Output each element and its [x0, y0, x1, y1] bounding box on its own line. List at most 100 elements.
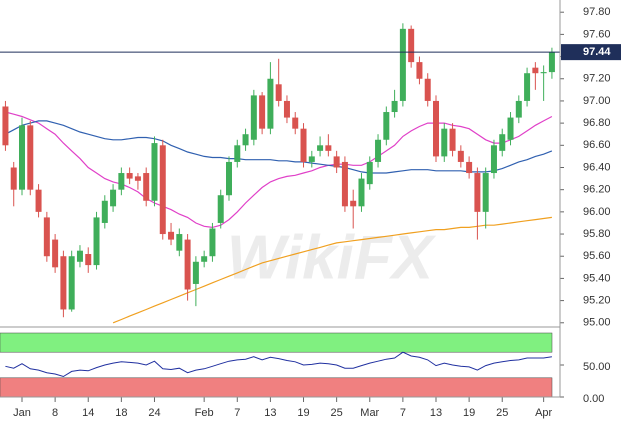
- candle-body: [126, 173, 133, 179]
- candle-body: [350, 200, 357, 207]
- x-tick-label: Mar: [360, 407, 379, 419]
- candle-body: [118, 173, 125, 190]
- candle-body: [466, 161, 473, 174]
- candle-body: [52, 239, 59, 268]
- candle-body: [358, 178, 365, 207]
- candle-body: [499, 134, 506, 151]
- candle-body: [184, 239, 191, 290]
- x-tick-label: 13: [264, 407, 276, 419]
- price-label: 97.44: [583, 46, 611, 58]
- candle-body: [325, 145, 332, 151]
- candle-body: [234, 145, 241, 162]
- y-tick-label: 95.80: [583, 228, 611, 240]
- candle-body: [333, 156, 340, 168]
- candle-body: [151, 143, 158, 201]
- candle-body: [2, 106, 9, 146]
- candle-body: [10, 167, 17, 190]
- candle-body: [532, 67, 539, 74]
- candle-body: [176, 234, 183, 251]
- x-tick-label: 24: [148, 407, 160, 419]
- candle-body: [482, 173, 489, 212]
- watermark: WikiFX: [227, 223, 437, 292]
- candle-body: [366, 161, 373, 185]
- moving-average: [5, 120, 553, 174]
- candle-body: [93, 217, 100, 266]
- candle-body: [250, 95, 257, 140]
- rsi-band: [0, 377, 553, 398]
- y-tick-label: 50.00: [583, 361, 611, 373]
- candle-body: [399, 28, 406, 101]
- x-tick-label: 13: [430, 407, 442, 419]
- rsi-band: [0, 332, 553, 353]
- candle-body: [383, 112, 390, 140]
- candle-body: [143, 173, 150, 201]
- candle-body: [209, 228, 216, 257]
- candle-body: [76, 250, 83, 262]
- y-tick-label: 96.80: [583, 117, 611, 129]
- candle-body: [507, 117, 514, 140]
- candle-body: [159, 145, 166, 235]
- y-tick-label: 97.80: [583, 6, 611, 18]
- y-tick-label: 96.40: [583, 161, 611, 173]
- candle-body: [275, 84, 282, 101]
- candle-body: [391, 100, 398, 113]
- x-tick-label: 25: [496, 407, 508, 419]
- candle-body: [341, 161, 348, 207]
- candle-body: [267, 78, 274, 129]
- candle-body: [457, 150, 464, 162]
- y-tick-label: 0.00: [583, 393, 604, 405]
- y-tick-label: 96.00: [583, 206, 611, 218]
- candle-body: [68, 256, 75, 310]
- x-tick-label: 19: [297, 407, 309, 419]
- x-tick-label: 14: [82, 407, 94, 419]
- candle-body: [441, 128, 448, 157]
- y-tick-label: 95.00: [583, 317, 611, 329]
- candle-body: [201, 256, 208, 262]
- candle-body: [283, 100, 290, 118]
- candle-body: [408, 28, 415, 63]
- x-tick-label: 18: [115, 407, 127, 419]
- price-box: [561, 44, 621, 61]
- x-tick-label: 19: [463, 407, 475, 419]
- candle-body: [60, 256, 67, 310]
- candle-body: [259, 95, 266, 129]
- y-tick-label: 95.20: [583, 295, 611, 307]
- candle-body: [317, 145, 324, 151]
- candle-body: [19, 125, 25, 190]
- x-tick-label: Apr: [535, 407, 552, 419]
- candle-body: [308, 156, 315, 162]
- candle-body: [27, 125, 34, 190]
- candle-body: [43, 217, 50, 257]
- candle-body: [424, 78, 431, 101]
- y-tick-label: 95.40: [583, 272, 611, 284]
- candle-body: [226, 161, 232, 196]
- candle-body: [35, 189, 42, 212]
- candle-body: [375, 139, 382, 162]
- candle-body: [292, 117, 299, 129]
- moving-average: [112, 216, 552, 324]
- candle-body: [433, 100, 439, 157]
- candle-body: [490, 145, 497, 174]
- y-tick-label: 97.20: [583, 73, 611, 85]
- candle-body: [101, 200, 108, 223]
- y-tick-label: 96.20: [583, 184, 611, 196]
- x-tick-label: 25: [331, 407, 343, 419]
- x-tick-label: 7: [400, 407, 406, 419]
- candle-body: [449, 128, 456, 151]
- candle-body: [515, 100, 522, 118]
- candle-body: [524, 73, 531, 101]
- candle-body: [217, 195, 224, 223]
- candle-body: [300, 128, 307, 162]
- candle-body: [168, 231, 175, 240]
- y-tick-label: 96.60: [583, 139, 611, 151]
- candle-body: [134, 176, 141, 181]
- candle-body: [540, 72, 547, 74]
- candle-body: [242, 134, 249, 146]
- candle-body: [548, 52, 555, 73]
- moving-average: [5, 111, 553, 229]
- rsi-line: [5, 351, 552, 378]
- x-tick-label: Jan: [13, 407, 31, 419]
- y-tick-label: 95.60: [583, 250, 611, 262]
- candle-body: [85, 254, 92, 266]
